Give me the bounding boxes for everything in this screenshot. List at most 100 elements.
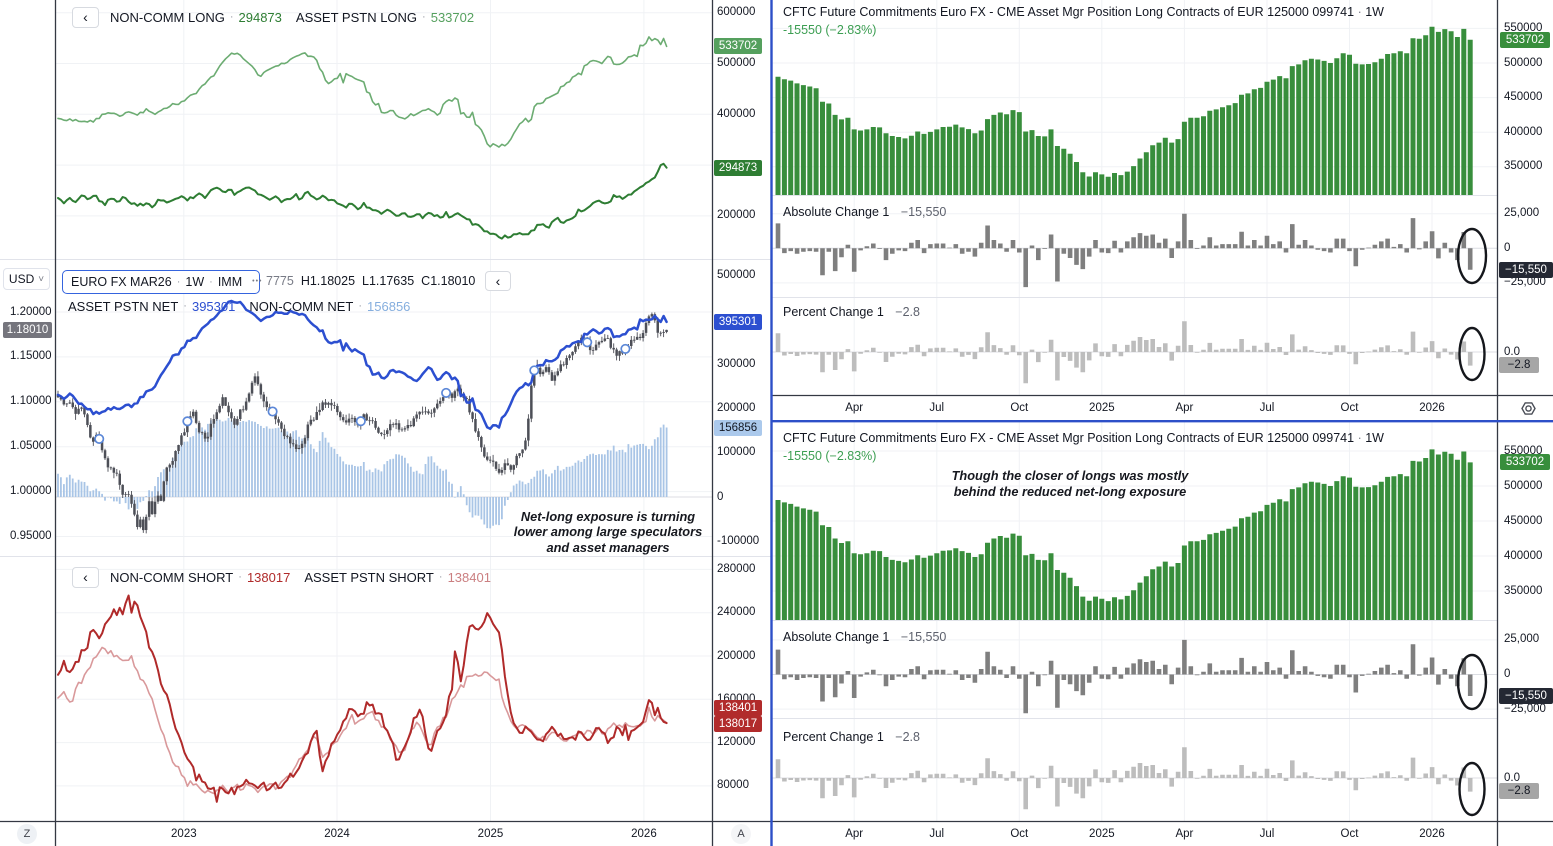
time-axis-label: 2025 [1089,828,1115,840]
right-chart-annotation: Though the closer of longs was mostly be… [951,468,1189,499]
right-axis-label: 25,000 [1504,207,1540,220]
left-axis-label: 80000 [717,779,749,792]
pane-long-legend: NON-COMM LONG · 294873 ASSET PSTN LONG ·… [110,7,474,28]
time-axis-label: 2026 [1419,828,1445,840]
currency-label: USD [8,272,35,286]
left-axis-label: 120000 [717,736,756,749]
left-axis-label: 0 [717,490,724,503]
time-axis-label: Apr [845,401,864,414]
legend-label[interactable]: ASSET PSTN NET [68,299,179,314]
left-axis-label: 500000 [717,269,756,281]
pane-short-back-button[interactable]: ‹ [72,567,99,588]
legend-separator: · [358,300,363,312]
time-axis-label: Jul [929,401,945,414]
auto-scale-button[interactable]: A [731,824,751,844]
left-axis-label: 240000 [717,606,756,619]
legend-value: 294873 [238,10,282,25]
left-axis-label: 200000 [717,649,756,662]
time-axis-label: Oct [1010,828,1029,840]
highlight-ellipse-absolute [1456,227,1488,285]
right-axis-label: 25,000 [1504,633,1540,646]
right-axis-label: 550000 [1504,444,1543,457]
time-axis-label: Oct [1340,401,1359,414]
pane-dividers [0,195,1497,719]
bottom-right-chart-change: -15550 (−2.83%) [783,449,877,463]
pane-price-collapse-button[interactable]: ‹ [485,271,511,291]
value-badge: 533702 [1500,454,1550,471]
chart-selection-border [770,0,1553,846]
left-axis-label: 280000 [717,562,756,575]
vertical-gridlines [183,0,1433,821]
non-comm-net-histogram [57,412,668,529]
value-badge: 395301 [714,313,762,330]
right-axis-label: 350000 [1504,160,1543,173]
chevron-down-icon: ˅ [38,273,45,285]
right-axis-label: 450000 [1504,91,1543,104]
price-axis-label: 1.10000 [10,395,52,408]
separator-dot: · [176,275,181,288]
event-marker-circle [582,337,593,348]
timezone-button[interactable]: Z [17,824,37,844]
non-comm-short-line [57,594,668,803]
time-axis-label: Jul [1259,401,1275,414]
price-axis-label: 1.00000 [10,485,52,498]
symbol-exchange: IMM [217,274,243,289]
value-badge: 138017 [714,715,762,732]
right-axis-label: −25,000 [1504,276,1546,289]
legend-value: 156856 [367,299,411,314]
time-axis-label: Oct [1010,401,1029,414]
right-axis-label: 0.0 [1504,771,1520,784]
left-axis-label: 100000 [717,446,756,459]
event-marker-circle [441,387,452,398]
right-axis-label: 400000 [1504,125,1543,138]
value-badge: −2.8 [1499,357,1539,374]
top-right-chart-title: CFTC Future Commitments Euro FX - CME As… [783,5,1384,19]
legend-label[interactable]: ASSET PSTN SHORT [304,570,434,585]
pane-long-back-button[interactable]: ‹ [72,7,99,28]
asset-pstn-short-line [57,646,668,795]
asset-mgr-long-bars [775,449,1473,621]
legend-label[interactable]: ASSET PSTN LONG [295,10,418,25]
price-axis-label: 1.05000 [10,440,52,453]
event-marker-circle [182,416,193,427]
price-axis-label: 1.20000 [10,305,52,318]
ohlc-low: L1.17635 [362,274,415,288]
left-chart-annotation: Net-long exposure is turning lower among… [513,508,703,556]
more-options-icon[interactable]: ••• [252,278,263,285]
abs-change-pane-label-bottom: Absolute Change 1 −15,550 [783,630,947,644]
horizontal-gridlines [55,12,1497,787]
currency-dropdown[interactable]: USD ˅ [3,268,50,290]
bottom-right-chart-title: CFTC Future Commitments Euro FX - CME As… [783,431,1384,445]
right-axis-label: 500000 [1504,56,1543,69]
market-eye-icon [1521,402,1536,415]
event-marker-circle [267,406,278,417]
time-axis-label: 2026 [631,828,657,840]
right-axis-label: 0 [1504,241,1511,254]
left-axis-label: 600000 [717,6,756,19]
legend-separator: · [422,11,426,23]
value-badge: 138401 [714,699,762,716]
absolute-change-bars [775,639,1473,714]
ohlc-open: 7775 [266,274,294,288]
legend-label[interactable]: NON-COMM SHORT [110,570,234,585]
top-right-chart-change: -15550 (−2.83%) [783,23,877,37]
left-axis-label: 200000 [717,209,756,222]
legend-label[interactable]: NON-COMM LONG [110,10,225,25]
legend-label[interactable]: NON-COMM NET [249,299,354,314]
price-badge: 1.18010 [3,321,52,338]
symbol-box[interactable]: EURO FX MAR26 · 1W · IMM ••• [62,269,263,294]
legend-separator: · [229,11,234,23]
right-axis-label: 0 [1504,668,1511,680]
left-axis-label: 500000 [717,57,756,69]
legend-separator: · [438,571,443,583]
left-axis-label: 300000 [717,357,756,370]
ohlc-legend: 7775 H1.18025 L1.17635 C1.18010 [266,271,475,292]
abs-change-pane-label-top: Absolute Change 1 −15,550 [783,205,947,219]
symbol-interval[interactable]: 1W [185,274,205,289]
left-axis-label: -100000 [717,534,760,547]
time-axis-label: Jul [1259,828,1275,840]
time-axis-label: Apr [1175,828,1194,840]
